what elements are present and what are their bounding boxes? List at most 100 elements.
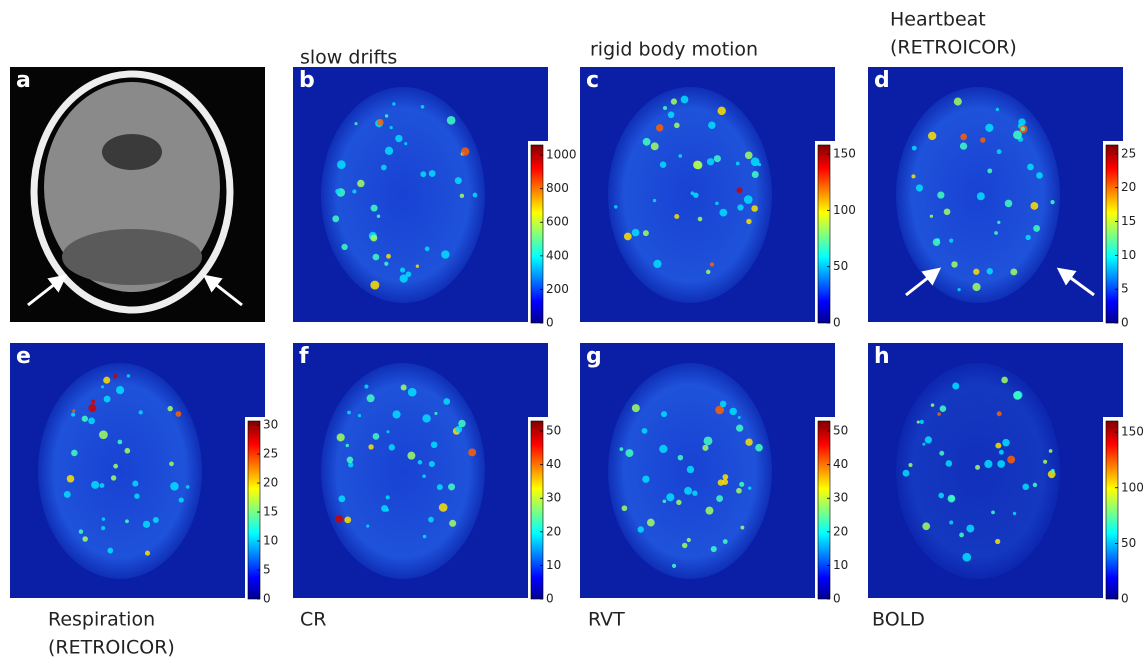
activation-spot (428, 516, 434, 523)
activation-spot (736, 187, 743, 194)
colorbar-tick-label: 25 (1121, 146, 1136, 160)
activation-spot (81, 415, 88, 422)
activation-spot (736, 487, 742, 494)
activation-spot (744, 151, 753, 160)
activation-spot (395, 134, 403, 143)
activation-spot (663, 106, 668, 111)
activation-spot (377, 118, 384, 126)
activation-spot (924, 436, 933, 444)
activation-spot (107, 547, 114, 554)
activation-spot (729, 407, 737, 416)
activation-spot (750, 157, 760, 167)
activation-spot (686, 465, 695, 474)
activation-spot (735, 161, 740, 166)
activation-spot (1002, 438, 1010, 447)
activation-spot (973, 268, 980, 275)
activation-spot (930, 403, 935, 407)
activation-spot (335, 188, 341, 194)
activation-spot (337, 160, 346, 169)
colorbar-tick-label: 10 (263, 534, 278, 548)
activation-spot (126, 374, 131, 378)
colorbar-tick-label: 1000 (546, 148, 577, 162)
activation-spot (132, 480, 139, 487)
colorbar-tick-label: 5 (263, 563, 271, 577)
activation-spot (332, 215, 340, 223)
colorbar-tick-label: 50 (833, 424, 848, 438)
colorbar-tick-label: 100 (833, 203, 856, 217)
activation-spot (915, 184, 924, 192)
activation-spot (145, 550, 151, 556)
colorbar-tick-label: 30 (833, 491, 848, 505)
activation-spot (101, 385, 105, 389)
activation-spot (705, 269, 711, 275)
activation-spot (621, 505, 628, 512)
activation-spot (670, 98, 678, 105)
activation-spot (125, 519, 129, 524)
activation-spot (737, 204, 744, 211)
activation-spot (428, 170, 436, 177)
activation-spot (152, 517, 159, 524)
activation-spot (1032, 482, 1038, 488)
activation-spot (715, 405, 724, 415)
activation-spot (739, 481, 745, 487)
activation-spot (1020, 126, 1026, 131)
activation-spot (953, 97, 962, 106)
colorbar (530, 144, 544, 324)
activation-spot (1012, 511, 1017, 516)
activation-spot (1010, 268, 1018, 276)
colorbar (247, 420, 261, 600)
activation-spot (945, 460, 953, 467)
activation-spot (997, 460, 1006, 468)
panel-title: slow drifts (300, 47, 397, 69)
activation-spot (995, 107, 999, 112)
activation-spot (384, 261, 389, 266)
activation-spot (392, 410, 401, 419)
colorbar (1105, 144, 1119, 324)
activation-spot (693, 192, 699, 198)
activation-spot (932, 238, 941, 246)
colorbar-tick-label: 10 (1121, 248, 1136, 262)
panel-letter: d (874, 68, 890, 93)
activation-spot (170, 482, 179, 491)
activation-spot (995, 442, 1002, 449)
activation-spot (400, 384, 407, 391)
activation-spot (943, 208, 951, 216)
activation-spot (336, 433, 345, 442)
panel-letter: f (299, 344, 309, 369)
activation-spot (72, 409, 76, 413)
colorbar-tick-label: 20 (833, 524, 848, 538)
activation-spot (995, 538, 1001, 545)
activation-spot (745, 438, 753, 446)
activation-spot (400, 267, 406, 273)
activation-spot (352, 189, 357, 194)
activation-spot (112, 374, 118, 379)
activation-spot (1013, 130, 1022, 140)
activation-spot (959, 142, 968, 150)
activation-spot (422, 414, 431, 423)
arrow (1056, 267, 1095, 297)
activation-spot (116, 386, 125, 395)
colorbar-tick-label: 10 (833, 558, 848, 572)
activation-spot (737, 415, 741, 419)
activation-spot (370, 280, 380, 290)
panel-title: rigid body motion (590, 39, 758, 61)
panel: f CR 0 10 20 30 40 50 (293, 343, 561, 631)
activation-spot (938, 492, 945, 499)
activation-spot (404, 142, 408, 146)
activation-spot (706, 158, 715, 166)
activation-spot (681, 542, 688, 549)
colorbar-tick-label: 20 (546, 524, 561, 538)
activation-spot (997, 220, 1001, 225)
activation-spot (716, 495, 724, 502)
activation-spot (631, 404, 640, 413)
activation-spot (357, 179, 365, 188)
colorbar-tick-label: 0 (546, 592, 554, 606)
activation-spot (722, 474, 729, 480)
colorbar-tick-label: 50 (833, 259, 848, 273)
activation-spot (708, 121, 716, 130)
panel-caption: Respiration (48, 609, 155, 631)
activation-spot (345, 443, 349, 448)
activation-spot (389, 125, 393, 130)
colorbar-tick-label: 20 (1121, 180, 1136, 194)
activation-spot (110, 475, 117, 481)
